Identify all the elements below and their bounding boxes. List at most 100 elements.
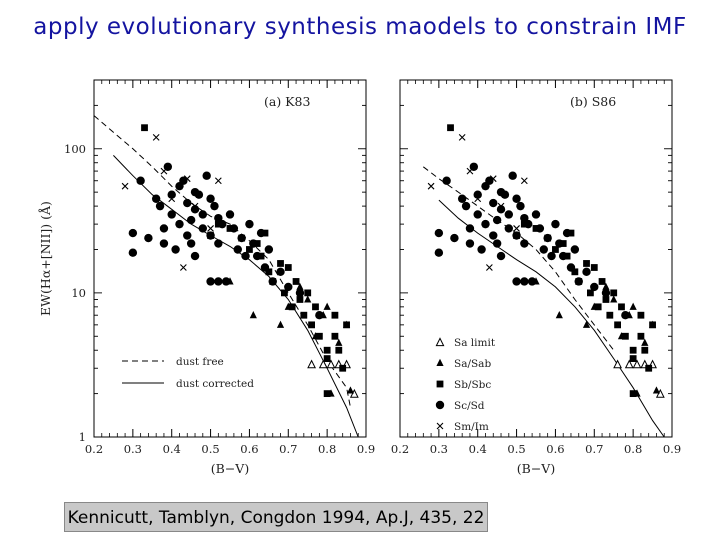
data-point xyxy=(524,219,533,229)
data-point xyxy=(323,302,331,310)
data-point xyxy=(641,338,649,346)
data-point xyxy=(265,268,273,276)
data-point xyxy=(343,321,350,329)
data-point xyxy=(183,231,192,240)
data-point xyxy=(512,231,521,240)
data-point xyxy=(492,239,502,248)
x-tick-label: 0.6 xyxy=(240,442,258,456)
data-point xyxy=(260,263,270,272)
data-point xyxy=(276,320,285,328)
data-point xyxy=(175,219,184,229)
x-tick-label: 0.9 xyxy=(357,442,375,456)
data-point xyxy=(513,225,520,232)
legend-marker xyxy=(436,358,444,366)
data-point xyxy=(624,359,634,369)
data-point xyxy=(582,267,591,277)
data-point xyxy=(268,277,277,286)
data-point xyxy=(555,311,563,319)
data-point xyxy=(485,176,494,185)
dust-free-curve xyxy=(422,166,615,351)
data-point xyxy=(207,225,214,232)
legend-label: Sc/Sd xyxy=(454,400,485,412)
data-point xyxy=(606,311,614,319)
data-point xyxy=(151,194,161,203)
data-point xyxy=(292,278,300,285)
data-point xyxy=(128,248,138,257)
data-point xyxy=(179,176,188,185)
data-point xyxy=(304,289,312,297)
data-point xyxy=(496,187,506,197)
data-point xyxy=(602,282,610,290)
data-point xyxy=(183,175,191,183)
x-tick-label: 0.8 xyxy=(624,442,642,456)
data-point xyxy=(160,167,168,175)
data-point xyxy=(198,210,207,219)
data-point xyxy=(326,359,336,369)
data-point xyxy=(427,182,435,190)
y-tick-label: 10 xyxy=(71,286,86,300)
data-point xyxy=(249,239,258,248)
data-point xyxy=(237,233,246,243)
data-point xyxy=(481,219,490,229)
data-point xyxy=(477,245,486,254)
data-point xyxy=(284,264,292,271)
dust-corrected-curve xyxy=(113,155,359,438)
legend-label: Sm/Im xyxy=(454,421,489,433)
data-point xyxy=(323,355,331,362)
data-point xyxy=(614,321,621,329)
x-tick-label: 0.7 xyxy=(585,442,603,456)
data-point xyxy=(214,239,223,248)
sc-sd-series xyxy=(128,162,324,320)
data-point xyxy=(253,251,262,261)
data-point xyxy=(570,245,580,254)
data-point xyxy=(621,311,630,320)
legend-label: Sa limit xyxy=(454,337,496,349)
data-point xyxy=(308,321,315,329)
x-tick-label: 0.5 xyxy=(201,442,219,456)
data-point xyxy=(190,187,200,197)
sc-sd-series xyxy=(434,162,630,320)
data-point xyxy=(461,201,471,211)
data-point xyxy=(566,263,576,272)
data-point xyxy=(229,224,239,233)
data-point xyxy=(296,296,304,303)
sm-im-series xyxy=(121,133,222,271)
data-point xyxy=(574,277,583,286)
sa-limit-series xyxy=(307,359,359,398)
data-point xyxy=(629,390,637,398)
data-point xyxy=(307,359,317,369)
sb-sbc-series xyxy=(141,124,350,398)
data-point xyxy=(191,202,199,210)
data-point xyxy=(539,245,548,254)
data-point xyxy=(641,346,649,354)
data-point xyxy=(474,195,482,203)
data-point xyxy=(214,277,223,286)
data-point xyxy=(489,231,498,240)
data-point xyxy=(276,267,285,277)
data-point xyxy=(512,277,521,286)
data-point xyxy=(637,332,645,340)
data-point xyxy=(246,246,253,253)
data-point xyxy=(304,295,312,303)
data-point xyxy=(447,124,454,132)
plot-frame xyxy=(93,79,367,438)
data-point xyxy=(535,224,545,233)
y-tick-label: 100 xyxy=(64,142,86,156)
data-point xyxy=(346,386,355,394)
x-tick-label: 0.4 xyxy=(469,442,487,456)
sb-sbc-series xyxy=(447,124,656,398)
data-point xyxy=(465,239,475,248)
data-point xyxy=(335,346,343,354)
data-point xyxy=(168,195,176,203)
data-point xyxy=(547,251,556,261)
data-point xyxy=(159,239,169,248)
data-point xyxy=(144,233,153,243)
data-point xyxy=(335,338,343,346)
data-point xyxy=(206,194,215,203)
data-point xyxy=(434,228,444,238)
slide-title: apply evolutionary synthesis maodels to … xyxy=(33,14,687,40)
data-point xyxy=(206,231,215,240)
data-point xyxy=(512,194,521,203)
data-point xyxy=(128,228,138,238)
panel-a: 0.2 0.3 0.4 0.5 0.6 0.7 0.8 0.9 1 10 100 (B−V) EW(Hα… xyxy=(38,79,375,476)
